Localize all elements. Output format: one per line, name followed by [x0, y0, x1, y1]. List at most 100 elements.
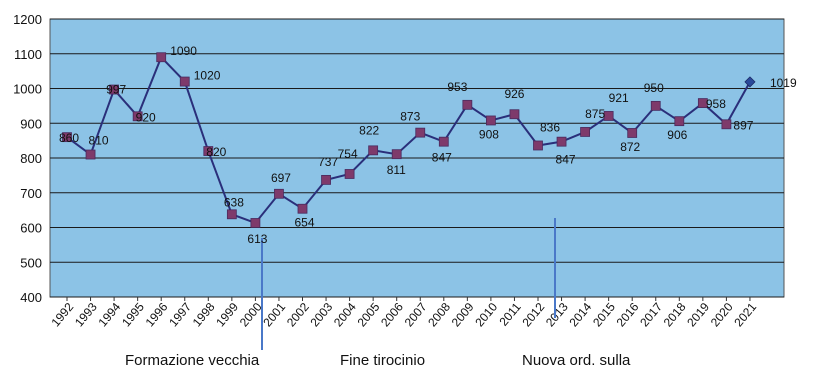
x-tick-label: 2018: [661, 300, 689, 330]
data-label: 697: [271, 171, 291, 185]
data-point: [226, 209, 237, 220]
data-point: [438, 136, 449, 147]
data-point: [344, 169, 355, 179]
data-point: [368, 145, 379, 156]
y-axis-ticks: 400 500 600 700 800 900 1000 1100 1200: [13, 12, 42, 305]
x-tick-label: 1997: [166, 300, 194, 330]
data-point: [85, 149, 96, 160]
data-label: 638: [224, 195, 244, 209]
data-point: [533, 140, 543, 151]
data-label: 908: [479, 127, 499, 141]
x-tick-label: 2008: [425, 300, 453, 330]
data-point: [603, 111, 614, 121]
data-point: [744, 76, 756, 88]
data-point: [203, 146, 214, 156]
x-tick-label: 2002: [284, 300, 312, 330]
data-label: 950: [644, 81, 664, 95]
x-tick-label: 2007: [402, 300, 430, 330]
data-label: 906: [667, 128, 687, 142]
data-point: [697, 98, 708, 108]
y-tick-label: 1000: [13, 82, 42, 97]
y-tick-label: 500: [20, 255, 42, 270]
data-labels: 860 810 997 920 1090 1020 820 638 613 697 654 73775…: [59, 44, 797, 246]
data-label: 875: [585, 107, 605, 121]
x-axis-ticks: 1992199319941995199619971998199920002001…: [48, 297, 759, 329]
annotation-formazione-vecchia: Formazione vecchia: [125, 352, 260, 369]
data-label: 873: [400, 110, 420, 124]
y-tick-label: 900: [20, 116, 42, 131]
data-label: 997: [106, 83, 126, 97]
x-tick-label: 1996: [143, 300, 171, 330]
x-tick-label: 1992: [48, 300, 76, 330]
annotation-markers: [261, 218, 556, 350]
x-tick-label: 2012: [519, 300, 547, 330]
data-label: 897: [733, 118, 753, 132]
data-point: [321, 174, 331, 185]
data-label: 811: [387, 163, 406, 177]
data-point: [556, 136, 567, 147]
x-tick-label: 1993: [72, 300, 100, 330]
data-point: [462, 99, 473, 110]
data-label: 737: [318, 155, 338, 169]
data-label: 921: [609, 91, 629, 105]
x-tick-label: 2021: [731, 300, 759, 330]
gridlines: [50, 18, 784, 298]
x-tick-label: 2006: [378, 300, 406, 330]
data-label: 920: [136, 110, 156, 124]
y-tick-label: 700: [20, 186, 42, 201]
data-label: 872: [620, 140, 640, 154]
data-label: 1019: [770, 76, 797, 90]
data-label: 860: [59, 131, 79, 145]
data-point: [109, 84, 119, 95]
data-point: [297, 203, 308, 214]
x-tick-label: 2009: [449, 300, 477, 330]
data-label: 654: [295, 216, 315, 230]
x-tick-label: 2011: [496, 300, 524, 329]
data-point: [485, 115, 496, 126]
x-tick-label: 2015: [590, 300, 618, 330]
y-tick-label: 600: [20, 221, 42, 236]
data-label: 953: [447, 80, 467, 94]
x-tick-label: 2019: [684, 300, 712, 330]
annotation-fine-tirocinio: Fine tirocinio: [340, 352, 426, 369]
data-label: 822: [359, 123, 379, 137]
data-point: [650, 100, 661, 111]
x-tick-label: 1995: [119, 300, 147, 330]
x-tick-label: 2014: [567, 300, 595, 330]
data-label: 836: [540, 120, 560, 134]
x-tick-label: 2017: [637, 300, 665, 330]
data-label: 847: [432, 151, 452, 165]
x-tick-label: 1999: [213, 300, 241, 330]
data-point: [274, 188, 284, 199]
data-label: 754: [338, 147, 358, 161]
data-label: 926: [504, 87, 524, 101]
data-point: [415, 127, 426, 138]
data-point: [391, 149, 402, 160]
data-point: [179, 76, 190, 87]
data-label: 1020: [194, 69, 221, 83]
x-tick-label: 1994: [96, 300, 124, 330]
data-point: [250, 218, 261, 228]
y-tick-label: 800: [20, 151, 42, 166]
y-tick-label: 1200: [13, 12, 42, 27]
x-tick-label: 1998: [190, 300, 218, 330]
data-point: [156, 52, 167, 63]
data-label: 847: [556, 153, 576, 167]
data-point: [627, 128, 638, 138]
data-label: 1090: [170, 44, 197, 58]
data-point: [132, 111, 143, 122]
data-point: [509, 109, 520, 120]
x-tick-label: 2005: [355, 300, 383, 330]
annotation-nuova-ord: Nuova ord. sulla: [522, 352, 631, 369]
data-point: [62, 132, 72, 143]
x-tick-label: 2004: [331, 300, 359, 330]
x-tick-label: 2000: [237, 300, 265, 330]
data-label: 820: [206, 145, 226, 159]
data-point: [580, 127, 590, 137]
x-tick-label: 2013: [543, 300, 571, 330]
data-label: 613: [247, 232, 267, 246]
data-markers: [62, 52, 756, 228]
x-tick-label: 2003: [307, 300, 335, 330]
y-tick-label: 400: [20, 290, 42, 305]
